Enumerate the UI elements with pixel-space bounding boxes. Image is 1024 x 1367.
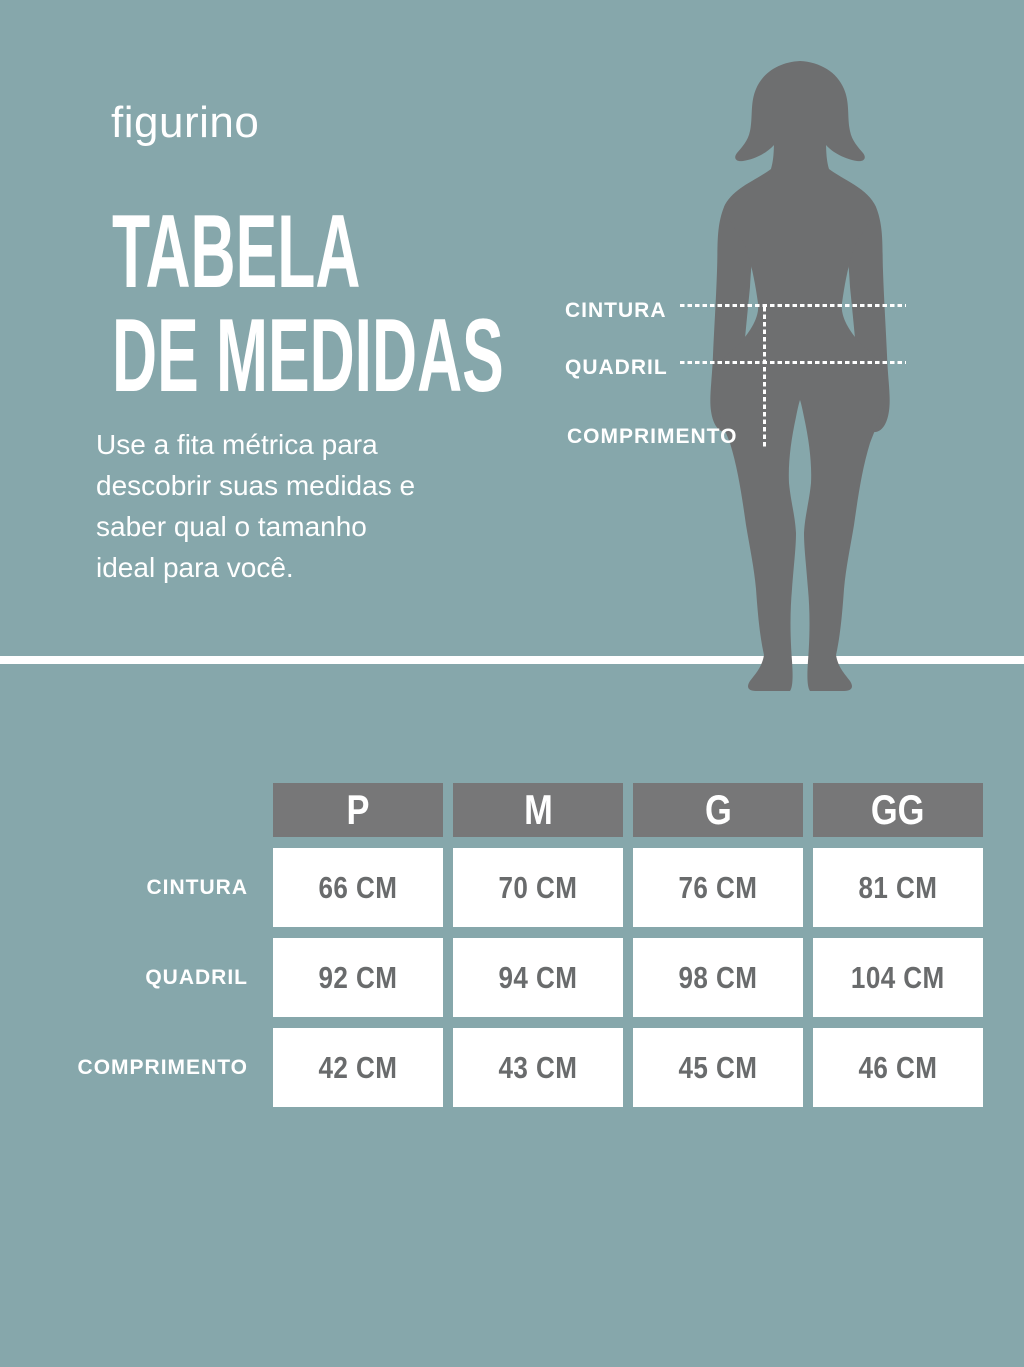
measurement-value-cell-text: 104 CM	[851, 959, 945, 995]
measurement-value-cell: 43 CM	[453, 1028, 623, 1107]
measurement-value-cell: 92 CM	[273, 938, 443, 1017]
size-table: P M G GG CINTURA 66 CM 70 CM 76 CM 81 CM QUADRIL 9…	[40, 783, 983, 1107]
measurement-value-cell: 98 CM	[633, 938, 803, 1017]
measurement-value-cell-text: 94 CM	[498, 959, 578, 995]
measurement-value-cell: 42 CM	[273, 1028, 443, 1107]
brand-logo: figurino	[111, 98, 260, 147]
page-title: TABELA DE MEDIDAS	[112, 200, 765, 408]
measurement-value-cell-text: 81 CM	[858, 869, 938, 905]
waist-dashed-line	[680, 304, 906, 307]
measurement-value-cell-text: 46 CM	[858, 1049, 938, 1085]
table-corner-spacer	[40, 783, 263, 837]
table-row-label-text: CINTURA	[146, 875, 248, 899]
length-dashed-line	[763, 307, 766, 447]
measurement-value-cell-text: 70 CM	[498, 869, 578, 905]
intro-description-line: ideal para você.	[96, 552, 294, 583]
hip-dashed-line	[680, 361, 906, 364]
size-column-header-g-text: G	[704, 786, 732, 833]
table-row-label: QUADRIL	[40, 938, 263, 1017]
measurement-value-cell: 104 CM	[813, 938, 983, 1017]
table-row-label-text: COMPRIMENTO	[77, 1055, 248, 1079]
size-column-header-p: P	[273, 783, 443, 837]
measurement-value-cell-text: 43 CM	[498, 1049, 578, 1085]
measurement-value-cell: 46 CM	[813, 1028, 983, 1107]
intro-description: Use a fita métrica para descobrir suas me…	[96, 424, 415, 588]
measurement-value-cell-text: 42 CM	[318, 1049, 398, 1085]
intro-description-line: saber qual o tamanho	[96, 511, 367, 542]
size-column-header-g: G	[633, 783, 803, 837]
table-row-label: COMPRIMENTO	[40, 1028, 263, 1107]
measurement-value-cell: 81 CM	[813, 848, 983, 927]
measurement-value-cell-text: 45 CM	[678, 1049, 758, 1085]
measurement-value-cell-text: 98 CM	[678, 959, 758, 995]
measurement-value-cell: 94 CM	[453, 938, 623, 1017]
table-row-label-text: QUADRIL	[145, 965, 248, 989]
measurement-value-cell-text: 66 CM	[318, 869, 398, 905]
size-column-header-gg: GG	[813, 783, 983, 837]
hip-label: QUADRIL	[565, 356, 668, 379]
measurement-value-cell-text: 76 CM	[678, 869, 758, 905]
size-column-header-m-text: M	[523, 786, 553, 833]
size-column-header-p-text: P	[346, 786, 370, 833]
length-label: COMPRIMENTO	[567, 425, 738, 448]
waist-label: CINTURA	[565, 299, 667, 322]
intro-description-line: Use a fita métrica para	[96, 429, 378, 460]
measurement-value-cell: 76 CM	[633, 848, 803, 927]
page-title-line2: DE MEDIDAS	[112, 298, 504, 414]
intro-description-line: descobrir suas medidas e	[96, 470, 416, 501]
measurement-value-cell: 66 CM	[273, 848, 443, 927]
page-title-line1: TABELA	[112, 194, 361, 310]
size-column-header-m: M	[453, 783, 623, 837]
measurement-value-cell: 70 CM	[453, 848, 623, 927]
measurement-value-cell: 45 CM	[633, 1028, 803, 1107]
section-divider-line	[0, 656, 1024, 664]
female-silhouette-icon	[678, 55, 922, 700]
size-column-header-gg-text: GG	[871, 786, 925, 833]
measurement-value-cell-text: 92 CM	[318, 959, 398, 995]
table-row-label: CINTURA	[40, 848, 263, 927]
